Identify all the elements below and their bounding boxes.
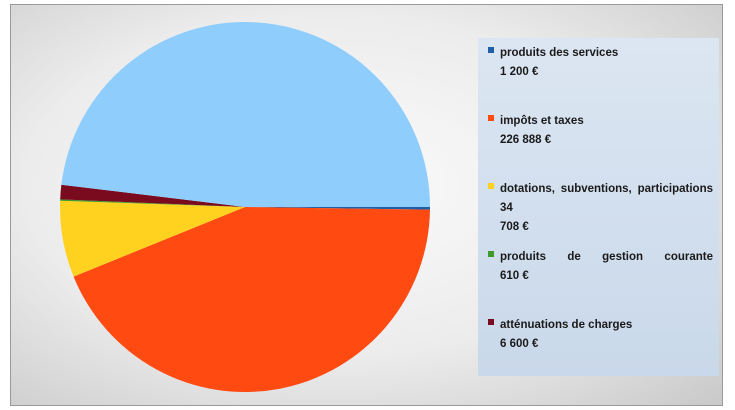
legend-item-produits-des-services: produits des services 1 200 €: [488, 44, 713, 82]
legend-swatch: [488, 183, 494, 189]
pie-slice-3: [60, 199, 245, 207]
pie-slice-0: [245, 207, 430, 210]
pie-slice-1: [73, 207, 430, 392]
legend-label: produits des services: [500, 47, 619, 59]
legend-value: 6 600 €: [500, 338, 539, 350]
legend-label: atténuations de charges: [500, 319, 633, 331]
legend-value: 226 888 €: [500, 134, 552, 146]
legend-swatch: [488, 251, 494, 257]
legend-swatch: [488, 47, 494, 53]
legend-item-impots-et-taxes: impôts et taxes 226 888 €: [488, 112, 713, 150]
pie-slice-2: [59, 200, 245, 277]
pie-slice-5: [61, 22, 430, 207]
legend-item-dotations: dotations, subventions, participations 3…: [488, 180, 713, 237]
legend-label: dotations, subventions, participations 3…: [500, 183, 713, 214]
legend-label: produits de gestion courante: [500, 251, 713, 263]
legend-item-attenuations-de-charges: atténuations de charges 6 600 €: [488, 316, 713, 354]
legend-value: 708 €: [500, 221, 529, 233]
legend-label: impôts et taxes: [500, 115, 584, 127]
legend-swatch: [488, 319, 494, 325]
pie-slice-4: [60, 184, 245, 207]
legend-swatch: [488, 115, 494, 121]
legend-value: 1 200 €: [500, 66, 539, 78]
legend-value: 610 €: [500, 270, 529, 282]
legend: produits des services 1 200 € impôts et …: [478, 38, 719, 376]
legend-item-produits-de-gestion: produits de gestion courante 610 €: [488, 248, 713, 286]
